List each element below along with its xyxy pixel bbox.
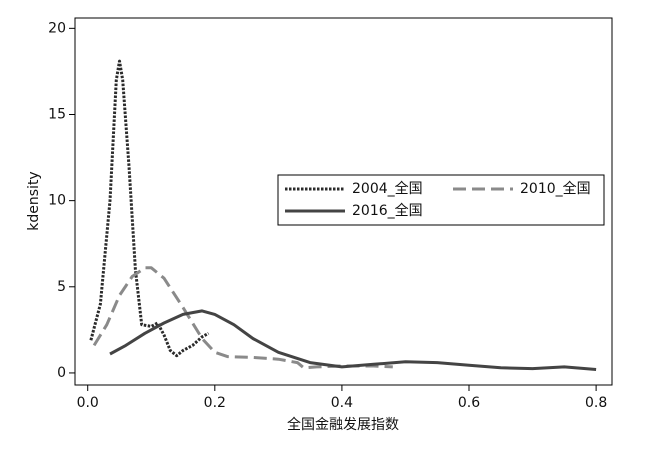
plot-frame [74,17,613,386]
x-tick-label: 0.4 [331,395,353,411]
y-tick-label: 15 [48,106,66,122]
y-tick-label: 0 [57,365,66,381]
series-line [92,266,393,370]
legend-label: 2004_全国 [352,180,423,197]
y-tick-label: 20 [48,20,66,36]
x-axis-label: 全国金融发展指数 [287,416,399,433]
y-tick-label: 5 [57,279,66,295]
series-line [89,59,210,358]
x-tick-label: 0.8 [585,395,607,411]
legend-box [277,174,605,226]
x-tick-label: 0.6 [458,395,480,411]
y-tick-label: 10 [48,193,66,209]
y-axis-label: kdensity [26,171,42,230]
series-line [109,309,597,371]
legend-label: 2010_全国 [520,180,591,197]
legend-label: 2016_全国 [352,202,423,219]
x-tick-label: 0.2 [204,395,226,411]
x-tick-label: 0.0 [77,395,99,411]
